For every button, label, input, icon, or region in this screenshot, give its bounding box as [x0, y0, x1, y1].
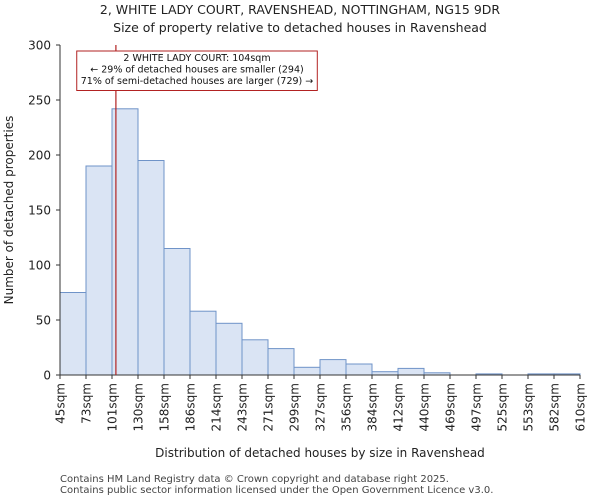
marker-annotation-line-2: ← 29% of detached houses are smaller (29…	[90, 65, 303, 76]
x-tick-label: 299sqm	[288, 383, 302, 431]
bar-243sqm	[241, 339, 269, 376]
bar-158sqm	[163, 248, 191, 376]
bar-186sqm	[189, 310, 217, 376]
marker-annotation-box	[76, 50, 318, 91]
bar-214sqm	[215, 322, 243, 376]
y-tick-label: 0	[43, 369, 51, 383]
y-tick-label: 200	[28, 149, 51, 163]
x-tick-label: 73sqm	[80, 383, 94, 424]
x-tick-label: 356sqm	[340, 383, 354, 431]
bar-299sqm	[293, 366, 321, 376]
marker-annotation-line-1: 2 WHITE LADY COURT: 104sqm	[123, 53, 270, 64]
chart-title: Size of property relative to detached ho…	[113, 20, 487, 35]
y-tick-label: 50	[36, 314, 51, 328]
x-tick-label: 384sqm	[366, 383, 380, 431]
y-axis-label: Number of detached properties	[2, 116, 16, 305]
y-tick-label: 300	[28, 39, 51, 53]
x-tick-label: 412sqm	[392, 383, 406, 431]
footer-licence: Contains public sector information licen…	[60, 485, 494, 496]
bar-73sqm	[85, 165, 113, 376]
bar-412sqm	[397, 367, 425, 376]
bars-group	[59, 108, 581, 376]
x-tick-label: 582sqm	[548, 383, 562, 431]
x-tick-label: 214sqm	[210, 383, 224, 431]
x-tick-label: 469sqm	[444, 383, 458, 431]
x-tick-label: 158sqm	[158, 383, 172, 431]
x-tick-label: 610sqm	[574, 383, 588, 431]
x-tick-label: 130sqm	[132, 383, 146, 431]
y-tick-label: 150	[28, 204, 51, 218]
bar-327sqm	[319, 359, 347, 376]
x-ticks-group: 45sqm 73sqm 101sqm 130sqm 158sqm 186sqm 214sqm…	[54, 375, 588, 431]
x-tick-label: 271sqm	[262, 383, 276, 431]
y-ticks-group: 0 50 100 150 200 250 300	[28, 39, 60, 383]
y-tick-label: 100	[28, 259, 51, 273]
x-axis-label: Distribution of detached houses by size …	[155, 446, 485, 460]
bar-271sqm	[267, 348, 295, 376]
x-tick-label: 327sqm	[314, 383, 328, 431]
bar-45sqm	[59, 292, 87, 376]
histogram-chart: 0 50 100 150 200 250 300 45sqm 73sqm 101sqm 130sq…	[2, 39, 588, 461]
footer-copyright: Contains HM Land Registry data © Crown c…	[60, 474, 449, 485]
x-tick-label: 101sqm	[106, 383, 120, 431]
x-tick-label: 186sqm	[184, 383, 198, 431]
x-tick-label: 497sqm	[470, 383, 484, 431]
bar-356sqm	[345, 363, 373, 376]
x-tick-label: 243sqm	[236, 383, 250, 431]
chart-title-address: 2, WHITE LADY COURT, RAVENSHEAD, NOTTING…	[99, 2, 501, 17]
x-tick-label: 525sqm	[496, 383, 510, 431]
marker-annotation-line-3: 71% of semi-detached houses are larger (…	[81, 76, 314, 87]
x-tick-label: 553sqm	[522, 383, 536, 431]
x-tick-label: 440sqm	[418, 383, 432, 431]
marker-group: 2 WHITE LADY COURT: 104sqm← 29% of detac…	[76, 45, 318, 375]
y-tick-label: 250	[28, 94, 51, 108]
x-tick-label: 45sqm	[54, 383, 68, 424]
bar-130sqm	[137, 160, 165, 376]
